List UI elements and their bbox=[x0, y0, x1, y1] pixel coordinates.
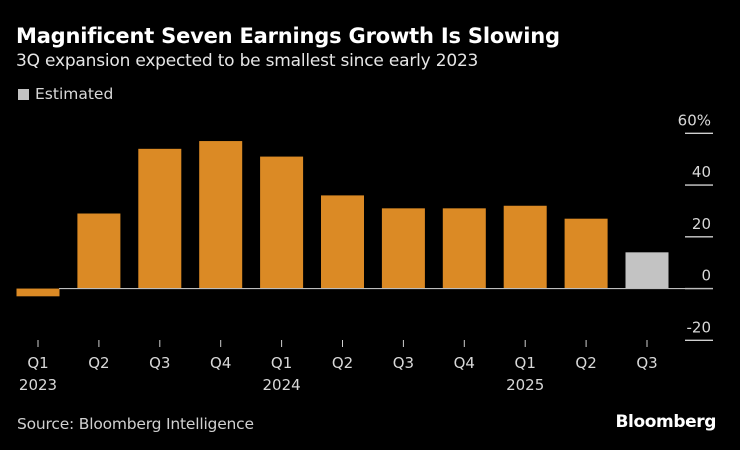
x-year-label: 2025 bbox=[506, 376, 544, 394]
y-tick-label: 0 bbox=[701, 267, 711, 285]
chart-subtitle: 3Q expansion expected to be smallest sin… bbox=[16, 51, 479, 71]
bar bbox=[199, 141, 243, 289]
bar bbox=[503, 205, 547, 289]
x-tick-label: Q4 bbox=[210, 354, 231, 372]
x-tick-label: Q3 bbox=[636, 354, 657, 372]
x-tick-label: Q4 bbox=[454, 354, 475, 372]
y-tick-label: 40 bbox=[692, 163, 711, 181]
chart-title: Magnificent Seven Earnings Growth Is Slo… bbox=[16, 24, 560, 48]
bar bbox=[442, 208, 486, 289]
bar bbox=[16, 288, 60, 297]
y-tick-label: 20 bbox=[692, 215, 711, 233]
bar-estimated bbox=[625, 252, 669, 289]
y-tick-label: 60% bbox=[678, 111, 711, 129]
x-tick-label: Q2 bbox=[575, 354, 596, 372]
x-tick-label: Q3 bbox=[393, 354, 414, 372]
x-year-label: 2024 bbox=[263, 376, 301, 394]
legend-label-estimated: Estimated bbox=[35, 85, 114, 103]
x-tick-label: Q1 bbox=[515, 354, 536, 372]
x-tick-label: Q3 bbox=[149, 354, 170, 372]
legend: Estimated bbox=[18, 85, 113, 103]
x-tick-label: Q2 bbox=[88, 354, 109, 372]
bar bbox=[564, 218, 608, 289]
x-tick-label: Q1 bbox=[271, 354, 292, 372]
bloomberg-logo: Bloomberg bbox=[615, 412, 716, 432]
legend-swatch-estimated bbox=[18, 88, 29, 100]
bar bbox=[381, 208, 425, 289]
source-note: Source: Bloomberg Intelligence bbox=[17, 415, 254, 433]
x-year-label: 2023 bbox=[19, 376, 57, 394]
x-tick-label: Q1 bbox=[27, 354, 48, 372]
x-tick-label: Q2 bbox=[332, 354, 353, 372]
bar bbox=[321, 195, 364, 289]
bar bbox=[260, 156, 304, 289]
y-tick-label: -20 bbox=[687, 318, 712, 336]
bar bbox=[77, 213, 121, 289]
bar bbox=[138, 148, 182, 289]
